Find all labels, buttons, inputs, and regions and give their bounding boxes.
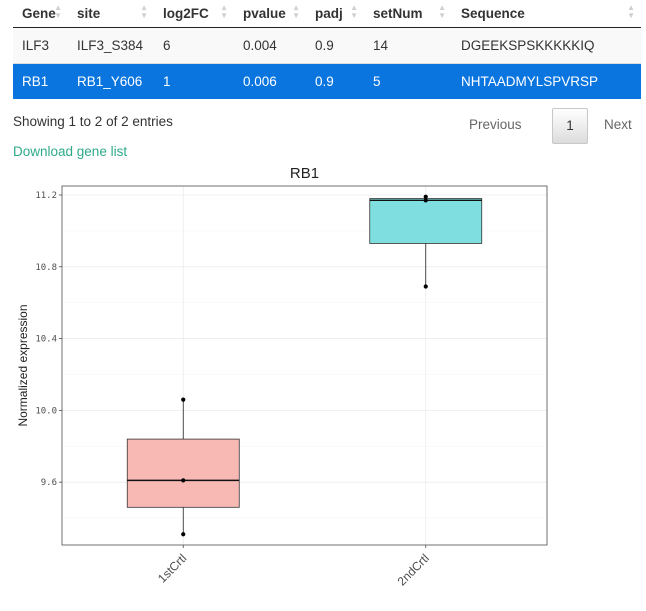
previous-button[interactable]: Previous	[469, 117, 522, 132]
y-tick-label: 10.8	[35, 263, 57, 273]
cell-padj: 0.9	[306, 63, 364, 99]
x-tick-label: 1stCrtl	[155, 551, 189, 585]
sort-icon: ▲ ▼	[140, 3, 148, 20]
y-tick-label: 10.0	[35, 406, 57, 416]
data-point	[423, 284, 428, 289]
x-axis-ticks: 1stCrtl 2ndCrtl	[155, 545, 432, 588]
boxes	[126, 194, 483, 537]
data-point	[423, 194, 428, 199]
y-tick-label: 10.4	[35, 335, 57, 345]
table-row[interactable]: ILF3 ILF3_S384 6 0.004 0.9 14 DGEEKSPSKK…	[13, 27, 641, 64]
column-header-sequence[interactable]: Sequence ▲ ▼	[452, 0, 641, 28]
plot-panel	[61, 185, 548, 546]
box-1stCrtl	[126, 438, 240, 508]
sort-icon: ▲ ▼	[350, 3, 358, 20]
y-axis-ticks: 9.6 10.0 10.4 10.8 11.2	[35, 191, 62, 488]
cell-setnum: 5	[364, 63, 452, 99]
cell-log2fc: 1	[154, 63, 234, 99]
y-tick-label: 9.6	[41, 478, 57, 488]
cell-pvalue: 0.006	[234, 63, 306, 99]
column-header-pvalue[interactable]: pvalue ▲ ▼	[234, 0, 306, 28]
box-2ndCrtl	[369, 198, 483, 244]
next-button[interactable]: Next	[604, 117, 632, 132]
pagination: Previous 1 Next	[466, 108, 646, 144]
page-1-button[interactable]: 1	[552, 108, 588, 144]
cell-sequence: NHTAADMYLSPVRSP	[452, 63, 641, 99]
y-tick-label: 11.2	[35, 191, 57, 201]
cell-setnum: 14	[364, 27, 452, 64]
sort-icon: ▲ ▼	[292, 3, 300, 20]
download-gene-list-link[interactable]: Download gene list	[13, 144, 128, 159]
cell-pvalue: 0.004	[234, 27, 306, 64]
cell-padj: 0.9	[306, 27, 364, 64]
table-info: Showing 1 to 2 of 2 entries	[13, 114, 173, 129]
column-header-gene[interactable]: Gene ▲ ▼	[13, 0, 68, 28]
cell-site: RB1_Y606	[68, 63, 154, 99]
column-header-setnum[interactable]: setNum ▲ ▼	[364, 0, 452, 28]
cell-log2fc: 6	[154, 27, 234, 64]
cell-gene: RB1	[13, 63, 68, 99]
cell-sequence: DGEEKSPSKKKKKIQ	[452, 27, 641, 64]
sort-icon: ▲ ▼	[54, 3, 62, 20]
data-point	[423, 198, 428, 203]
table-header-row: Gene ▲ ▼ site ▲ ▼ log2FC ▲ ▼ pvalue ▲ ▼ padj ▲ ▼ s…	[13, 0, 641, 28]
sort-icon: ▲ ▼	[438, 3, 446, 20]
chart-title: RB1	[290, 165, 319, 182]
table-row-selected[interactable]: RB1 RB1_Y606 1 0.006 0.9 5 NHTAADMYLSPVR…	[13, 63, 641, 99]
y-axis-label: Normalized expression	[16, 304, 30, 426]
data-point	[181, 397, 186, 402]
data-point	[181, 478, 186, 483]
sort-icon: ▲ ▼	[627, 3, 635, 20]
column-header-padj[interactable]: padj ▲ ▼	[306, 0, 364, 28]
genes-table-wrapper: Gene ▲ ▼ site ▲ ▼ log2FC ▲ ▼ pvalue ▲ ▼ padj ▲ ▼ s…	[13, 0, 641, 99]
genes-table: Gene ▲ ▼ site ▲ ▼ log2FC ▲ ▼ pvalue ▲ ▼ padj ▲ ▼ s…	[13, 0, 641, 99]
column-header-site[interactable]: site ▲ ▼	[68, 0, 154, 28]
x-tick-label: 2ndCrtl	[395, 551, 432, 588]
cell-site: ILF3_S384	[68, 27, 154, 64]
boxplot-chart: RB1 Normalized expression 9.6 10.0 10.4 10.…	[16, 165, 548, 588]
column-header-log2fc[interactable]: log2FC ▲ ▼	[154, 0, 234, 28]
sort-icon: ▲ ▼	[220, 3, 228, 20]
data-point	[181, 532, 186, 537]
cell-gene: ILF3	[13, 27, 68, 64]
